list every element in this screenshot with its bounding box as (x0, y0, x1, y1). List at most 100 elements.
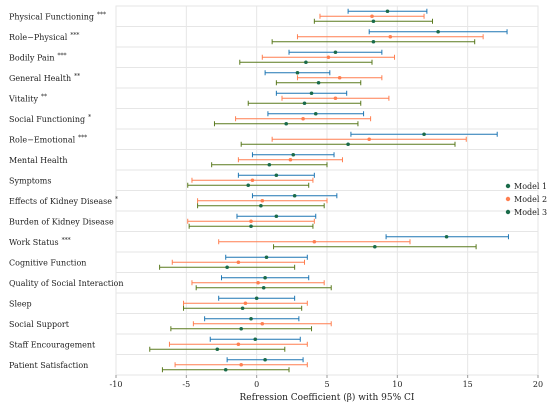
estimate-point (436, 29, 440, 34)
estimate-point (444, 234, 449, 239)
x-tick-label: 15 (463, 380, 473, 389)
estimate-point (388, 34, 393, 39)
grid (115, 5, 539, 376)
category-label: Staff Encouragement (9, 340, 96, 349)
estimate-point (254, 296, 259, 301)
x-tick-label: 0 (254, 380, 259, 389)
estimate-point (371, 19, 376, 24)
estimate-point (225, 265, 229, 270)
estimate-point (371, 39, 376, 44)
category-label: Mental Health (9, 156, 68, 165)
category-label: Bodily Pain *** (9, 52, 67, 62)
category-label: Social Functioning * (9, 114, 91, 124)
estimate-point (385, 9, 390, 14)
estimate-point (316, 80, 321, 85)
estimate-point (249, 316, 253, 321)
significance-stars: *** (97, 11, 106, 18)
estimate-point (263, 275, 267, 280)
series-group (149, 8, 509, 373)
significance-stars: * (88, 114, 91, 121)
significance-stars: ** (74, 73, 80, 80)
category-label-text: Quality of Social Interaction (9, 279, 123, 288)
estimate-point (236, 260, 241, 265)
series-3 (149, 18, 477, 373)
estimate-point (239, 326, 243, 331)
estimate-point (274, 173, 279, 178)
category-label: Effects of Kidney Disease * (9, 196, 118, 206)
estimate-point (260, 198, 265, 203)
estimate-point (284, 121, 289, 126)
estimate-point (239, 362, 243, 367)
significance-stars: ** (41, 93, 47, 100)
estimate-point (288, 157, 293, 162)
significance-stars: * (115, 196, 118, 203)
estimate-point (367, 137, 372, 142)
legend: Model 1 Model 2 Model 3 (505, 182, 547, 217)
estimate-point (215, 347, 220, 352)
x-tick-label: -5 (182, 380, 190, 389)
estimate-point (337, 75, 342, 80)
estimate-point (301, 116, 305, 121)
estimate-point (422, 132, 426, 137)
category-label-text: Vitality (8, 94, 39, 103)
legend-marker (505, 183, 511, 189)
category-label: Symptoms (9, 176, 51, 185)
estimate-point (333, 96, 338, 101)
category-label: Patient Satisfaction (9, 361, 88, 370)
estimate-point (260, 321, 265, 326)
x-tick-label: 20 (533, 380, 543, 389)
estimate-point (246, 183, 251, 188)
legend-label: Model 3 (514, 208, 547, 217)
category-label-text: Role−Physical (9, 33, 68, 42)
estimate-point (267, 162, 272, 167)
estimate-point (302, 101, 307, 106)
legend-marker (505, 209, 511, 215)
category-label: Quality of Social Interaction (9, 279, 123, 288)
significance-stars: *** (70, 32, 79, 39)
estimate-point (312, 239, 317, 244)
category-label: Sleep (9, 299, 32, 308)
category-label-text: General Health (9, 74, 71, 83)
estimate-point (326, 55, 331, 60)
x-tick-label: 5 (324, 380, 329, 389)
legend-marker (505, 196, 511, 202)
category-label: General Health ** (9, 73, 80, 83)
estimate-point (249, 224, 253, 229)
category-label: Social Support (9, 320, 70, 329)
x-axis-label: Refression Coefficient (β) with 95% CI (240, 392, 415, 403)
estimate-point (240, 306, 245, 311)
category-label: Role−Physical *** (9, 32, 79, 42)
category-label: Burden of Kidney Disease (9, 217, 114, 226)
category-label-text: Social Functioning (9, 115, 85, 124)
estimate-point (274, 214, 279, 219)
estimate-point (304, 60, 308, 65)
estimate-point (313, 111, 318, 116)
estimate-point (292, 193, 297, 198)
category-label: Work Status *** (9, 237, 71, 247)
estimate-point (259, 203, 263, 208)
estimate-point (291, 152, 296, 157)
estimate-point (223, 367, 228, 372)
category-label-text: Symptoms (9, 176, 51, 185)
category-label-text: Sleep (9, 299, 32, 308)
category-label-text: Mental Health (9, 156, 68, 165)
estimate-point (309, 91, 314, 96)
category-label: Cognitive Function (9, 258, 86, 267)
estimate-point (295, 70, 300, 75)
category-label-text: Work Status (9, 238, 59, 247)
category-label-text: Staff Encouragement (9, 340, 96, 349)
estimate-point (256, 280, 260, 285)
category-label-text: Social Support (9, 320, 70, 329)
estimate-point (253, 337, 258, 342)
category-label: Physical Functioning *** (9, 11, 106, 21)
category-label-text: Effects of Kidney Disease (9, 197, 112, 206)
estimate-point (264, 255, 269, 260)
category-label-text: Bodily Pain (9, 53, 55, 62)
x-tick-label: 10 (392, 380, 402, 389)
estimate-point (243, 301, 248, 306)
significance-stars: *** (58, 52, 67, 59)
x-axis: -10 -5 0 5 10 15 20 (110, 375, 543, 389)
estimate-point (261, 285, 266, 290)
estimate-point (250, 178, 255, 183)
